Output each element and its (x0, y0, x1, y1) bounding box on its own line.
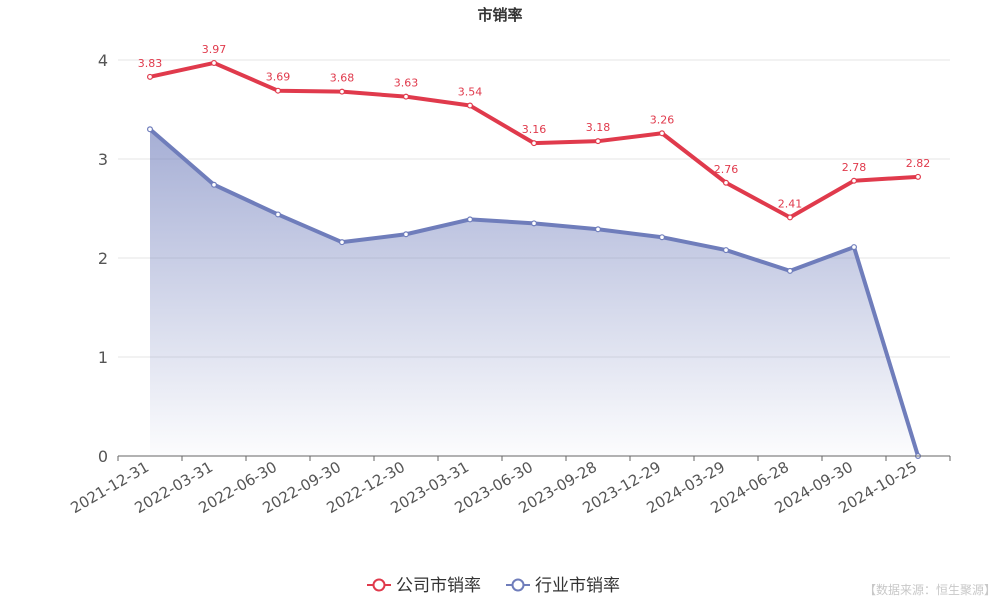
y-tick-label: 0 (98, 447, 108, 466)
legend-label: 公司市销率 (396, 576, 481, 596)
data-point[interactable] (403, 231, 410, 238)
data-point[interactable] (147, 73, 154, 80)
legend-marker-icon (511, 578, 525, 592)
data-point[interactable] (339, 88, 346, 95)
data-label: 3.83 (138, 57, 163, 70)
data-point[interactable] (275, 87, 282, 94)
data-label: 3.63 (394, 77, 419, 90)
data-point[interactable] (658, 234, 665, 241)
data-point[interactable] (722, 179, 729, 186)
data-point[interactable] (530, 220, 537, 227)
data-point[interactable] (211, 181, 218, 188)
data-point[interactable] (658, 130, 665, 137)
data-point[interactable] (211, 59, 218, 66)
data-label: 3.18 (586, 121, 611, 134)
source-note: 【数据来源：恒生聚源】 (864, 582, 996, 597)
data-point[interactable] (850, 244, 857, 251)
data-point[interactable] (467, 102, 474, 109)
data-label: 3.26 (650, 113, 675, 126)
legend-item-1[interactable]: 公司市销率 (367, 576, 481, 596)
legend-item-2[interactable]: 行业市销率 (506, 576, 620, 596)
data-label: 3.69 (266, 71, 291, 84)
legend-marker-icon (372, 578, 386, 592)
data-point[interactable] (403, 93, 410, 100)
legend-label: 行业市销率 (535, 576, 620, 596)
data-point[interactable] (467, 216, 474, 223)
data-label: 3.16 (522, 123, 547, 136)
data-label: 2.41 (778, 197, 803, 210)
data-label: 3.97 (202, 43, 227, 56)
data-point[interactable] (722, 247, 729, 254)
data-label: 2.78 (842, 161, 867, 174)
series-area-2 (150, 129, 918, 457)
data-point[interactable] (275, 211, 282, 218)
data-point[interactable] (914, 173, 921, 180)
legend[interactable]: 公司市销率 行业市销率 (367, 576, 620, 596)
point-layer (147, 59, 921, 460)
y-tick-label: 2 (98, 249, 108, 268)
area-layer (150, 129, 918, 457)
data-point[interactable] (786, 214, 793, 221)
data-point[interactable] (339, 239, 346, 246)
data-point[interactable] (530, 140, 537, 147)
data-label: 3.68 (330, 72, 355, 85)
data-point[interactable] (850, 177, 857, 184)
y-tick-label: 4 (98, 51, 108, 70)
chart-title: 市销率 (477, 6, 522, 24)
data-point[interactable] (594, 138, 601, 145)
data-label: 3.54 (458, 86, 483, 99)
y-tick-label: 1 (98, 348, 108, 367)
y-tick-label: 3 (98, 150, 108, 169)
data-point[interactable] (594, 226, 601, 233)
data-point[interactable] (147, 126, 154, 133)
data-point[interactable] (786, 267, 793, 274)
data-label: 2.76 (714, 163, 739, 176)
label-layer: 3.83 3.97 3.69 3.68 3.63 3.54 3.16 3.18 3.26 2.76… (138, 43, 931, 210)
data-label: 2.82 (906, 157, 931, 170)
